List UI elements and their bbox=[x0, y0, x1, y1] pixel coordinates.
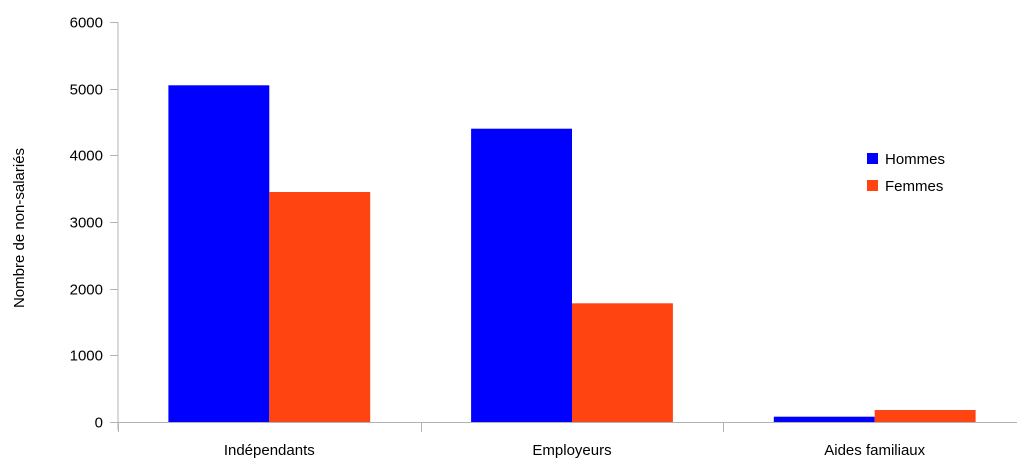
y-tick-label: 3000 bbox=[70, 215, 103, 232]
bar-hommes-3 bbox=[773, 416, 875, 422]
bar-femmes-2 bbox=[572, 303, 673, 422]
y-tick-label: 5000 bbox=[70, 82, 103, 99]
bar-femmes-3 bbox=[874, 410, 976, 422]
bars bbox=[168, 85, 976, 423]
category-label: Employeurs bbox=[532, 442, 611, 459]
legend: Hommes Femmes bbox=[867, 151, 945, 195]
bar-hommes-2 bbox=[471, 128, 572, 422]
category-label: Indépendants bbox=[224, 442, 315, 459]
category-label: Aides familiaux bbox=[824, 442, 925, 459]
legend-label-hommes: Hommes bbox=[885, 151, 945, 168]
x-ticks bbox=[118, 422, 724, 432]
y-axis-title: Nombre de non-salariés bbox=[11, 148, 28, 308]
y-ticks: 0 1000 2000 3000 4000 5000 6000 bbox=[70, 15, 118, 432]
legend-swatch-femmes bbox=[867, 180, 878, 191]
legend-swatch-hommes bbox=[867, 153, 878, 164]
y-tick-label: 0 bbox=[95, 415, 103, 432]
y-tick-label: 2000 bbox=[70, 282, 103, 299]
y-tick-label: 1000 bbox=[70, 348, 103, 365]
y-tick-label: 6000 bbox=[70, 15, 103, 32]
category-labels: Indépendants Employeurs Aides familiaux bbox=[224, 442, 926, 459]
bar-femmes-1 bbox=[269, 192, 371, 422]
y-tick-label: 4000 bbox=[70, 148, 103, 165]
bar-hommes-1 bbox=[168, 85, 270, 423]
legend-label-femmes: Femmes bbox=[885, 178, 943, 195]
